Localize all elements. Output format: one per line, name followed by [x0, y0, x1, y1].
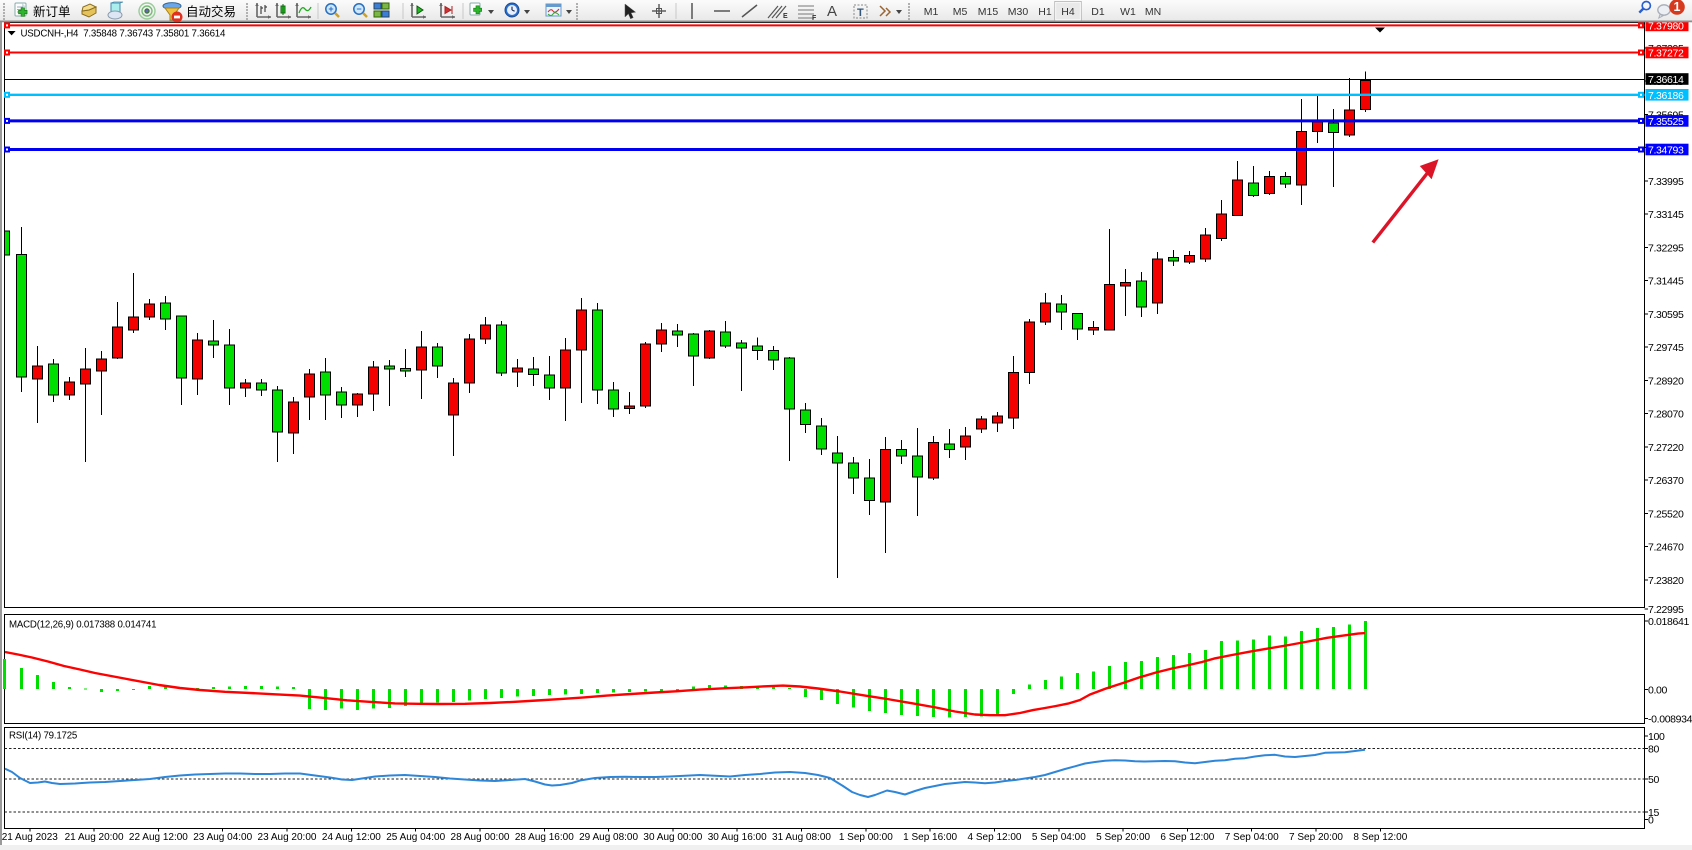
svg-text:1: 1: [1674, 0, 1681, 14]
svg-text:7.36186: 7.36186: [1648, 90, 1684, 102]
svg-text:D1: D1: [1091, 6, 1105, 18]
svg-text:100: 100: [1648, 731, 1665, 743]
svg-text:1 Sep 16:00: 1 Sep 16:00: [903, 832, 957, 843]
svg-text:M15: M15: [978, 6, 999, 18]
svg-text:7 Sep 04:00: 7 Sep 04:00: [1225, 832, 1279, 843]
svg-text:7.24670: 7.24670: [1648, 542, 1684, 554]
svg-text:A: A: [827, 3, 837, 20]
svg-text:7.28070: 7.28070: [1648, 409, 1684, 421]
svg-text:7.35525: 7.35525: [1648, 116, 1684, 128]
svg-text:F: F: [812, 15, 817, 22]
svg-text:7.36614: 7.36614: [1648, 74, 1684, 86]
svg-text:30 Aug 00:00: 30 Aug 00:00: [643, 832, 702, 843]
svg-text:8 Sep 12:00: 8 Sep 12:00: [1353, 832, 1407, 843]
svg-text:7.29745: 7.29745: [1648, 342, 1684, 354]
svg-text:7.23820: 7.23820: [1648, 575, 1684, 587]
svg-text:7.22995: 7.22995: [1648, 604, 1684, 616]
svg-text:28 Aug 00:00: 28 Aug 00:00: [451, 832, 510, 843]
svg-text:0: 0: [1648, 815, 1654, 827]
svg-text:30 Aug 16:00: 30 Aug 16:00: [708, 832, 767, 843]
svg-text:E: E: [783, 13, 788, 20]
svg-text:7 Sep 20:00: 7 Sep 20:00: [1289, 832, 1343, 843]
svg-text:21 Aug 20:00: 21 Aug 20:00: [65, 832, 124, 843]
svg-text:21 Aug 2023: 21 Aug 2023: [2, 832, 59, 843]
svg-text:23 Aug 04:00: 23 Aug 04:00: [193, 832, 252, 843]
svg-text:23 Aug 20:00: 23 Aug 20:00: [258, 832, 317, 843]
svg-text:H1: H1: [1038, 6, 1052, 18]
svg-text:7.28920: 7.28920: [1648, 375, 1684, 387]
svg-text:自动交易: 自动交易: [186, 4, 236, 19]
svg-text:0.00: 0.00: [1648, 684, 1668, 696]
svg-text:15: 15: [1648, 807, 1659, 819]
svg-text:0.018641: 0.018641: [1648, 616, 1690, 628]
svg-text:7.33145: 7.33145: [1648, 209, 1684, 221]
svg-text:6 Sep 12:00: 6 Sep 12:00: [1160, 832, 1214, 843]
svg-text:MACD(12,26,9) 0.017388 0.01474: MACD(12,26,9) 0.017388 0.014741: [9, 620, 156, 631]
svg-text:7.32295: 7.32295: [1648, 242, 1684, 254]
svg-text:31 Aug 08:00: 31 Aug 08:00: [772, 832, 831, 843]
svg-text:7.26370: 7.26370: [1648, 475, 1684, 487]
svg-text:80: 80: [1648, 744, 1659, 756]
svg-text:7.37272: 7.37272: [1648, 48, 1684, 60]
svg-text:4 Sep 12:00: 4 Sep 12:00: [968, 832, 1022, 843]
svg-text:5 Sep 20:00: 5 Sep 20:00: [1096, 832, 1150, 843]
svg-text:7.37980: 7.37980: [1648, 20, 1684, 32]
svg-text:M1: M1: [924, 6, 939, 18]
svg-text:7.27220: 7.27220: [1648, 442, 1684, 454]
svg-text:+: +: [328, 4, 333, 14]
svg-text:7.30595: 7.30595: [1648, 309, 1684, 321]
svg-text:28 Aug 16:00: 28 Aug 16:00: [515, 832, 574, 843]
svg-text:M30: M30: [1008, 6, 1029, 18]
svg-text:22 Aug 12:00: 22 Aug 12:00: [129, 832, 188, 843]
svg-text:1 Sep 00:00: 1 Sep 00:00: [839, 832, 893, 843]
svg-text:50: 50: [1648, 774, 1659, 786]
svg-text:5 Sep 04:00: 5 Sep 04:00: [1032, 832, 1086, 843]
svg-text:新订单: 新订单: [33, 4, 71, 19]
svg-text:−: −: [356, 4, 361, 14]
svg-text:-0.008934: -0.008934: [1648, 714, 1692, 726]
svg-text:MN: MN: [1145, 6, 1161, 18]
svg-text:7.25520: 7.25520: [1648, 508, 1684, 520]
svg-text:7.31445: 7.31445: [1648, 276, 1684, 288]
svg-text:W1: W1: [1120, 6, 1136, 18]
svg-text:USDCNH-,H4 7.35848 7.36743 7.: USDCNH-,H4 7.35848 7.36743 7.35801 7.366…: [21, 28, 226, 39]
svg-text:7.34793: 7.34793: [1648, 145, 1684, 157]
svg-text:25 Aug 04:00: 25 Aug 04:00: [386, 832, 445, 843]
svg-text:29 Aug 08:00: 29 Aug 08:00: [579, 832, 638, 843]
svg-text:T: T: [857, 7, 864, 19]
svg-text:RSI(14) 79.1725: RSI(14) 79.1725: [9, 731, 77, 742]
svg-text:7.33995: 7.33995: [1648, 176, 1684, 188]
svg-text:M5: M5: [953, 6, 968, 18]
svg-text:H4: H4: [1061, 6, 1075, 18]
svg-text:24 Aug 12:00: 24 Aug 12:00: [322, 832, 381, 843]
